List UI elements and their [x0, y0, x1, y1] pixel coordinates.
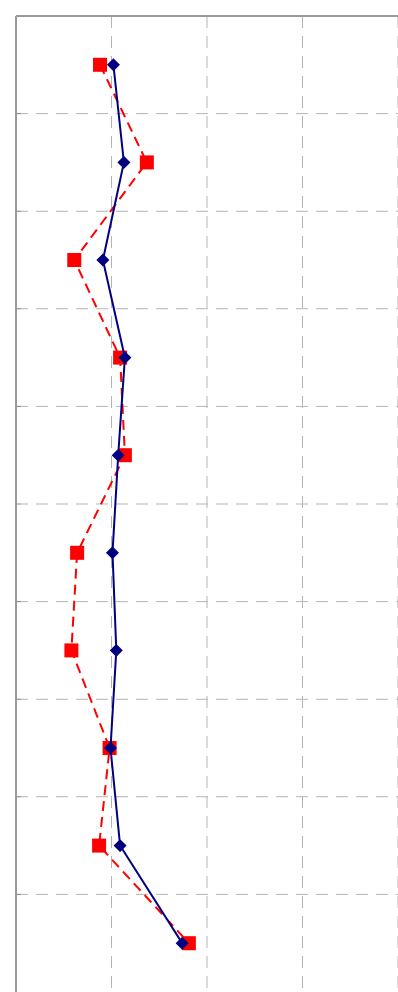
data-point-square: [92, 838, 107, 853]
series-layer: [64, 57, 196, 951]
data-point-diamond: [104, 741, 118, 755]
data-point-square: [117, 448, 132, 463]
data-point-square: [64, 643, 79, 658]
data-point-square: [67, 253, 82, 267]
data-point-diamond: [117, 155, 131, 169]
data-point-square: [181, 936, 196, 951]
data-point-square: [93, 57, 108, 72]
data-point-diamond: [105, 546, 119, 560]
series-1: [96, 58, 189, 950]
series-2-line: [70, 64, 190, 944]
data-point-diamond: [109, 643, 123, 657]
data-point-diamond: [106, 58, 120, 72]
data-point-diamond: [113, 839, 127, 853]
series-1-line: [101, 64, 184, 944]
axes: [15, 15, 398, 992]
data-point-diamond: [118, 351, 132, 365]
data-point-square: [70, 545, 85, 560]
data-point-diamond: [96, 253, 110, 267]
data-point-square: [139, 155, 154, 170]
data-point-diamond: [111, 448, 125, 462]
grid-lines: [16, 16, 398, 992]
data-point-diamond: [175, 936, 189, 950]
